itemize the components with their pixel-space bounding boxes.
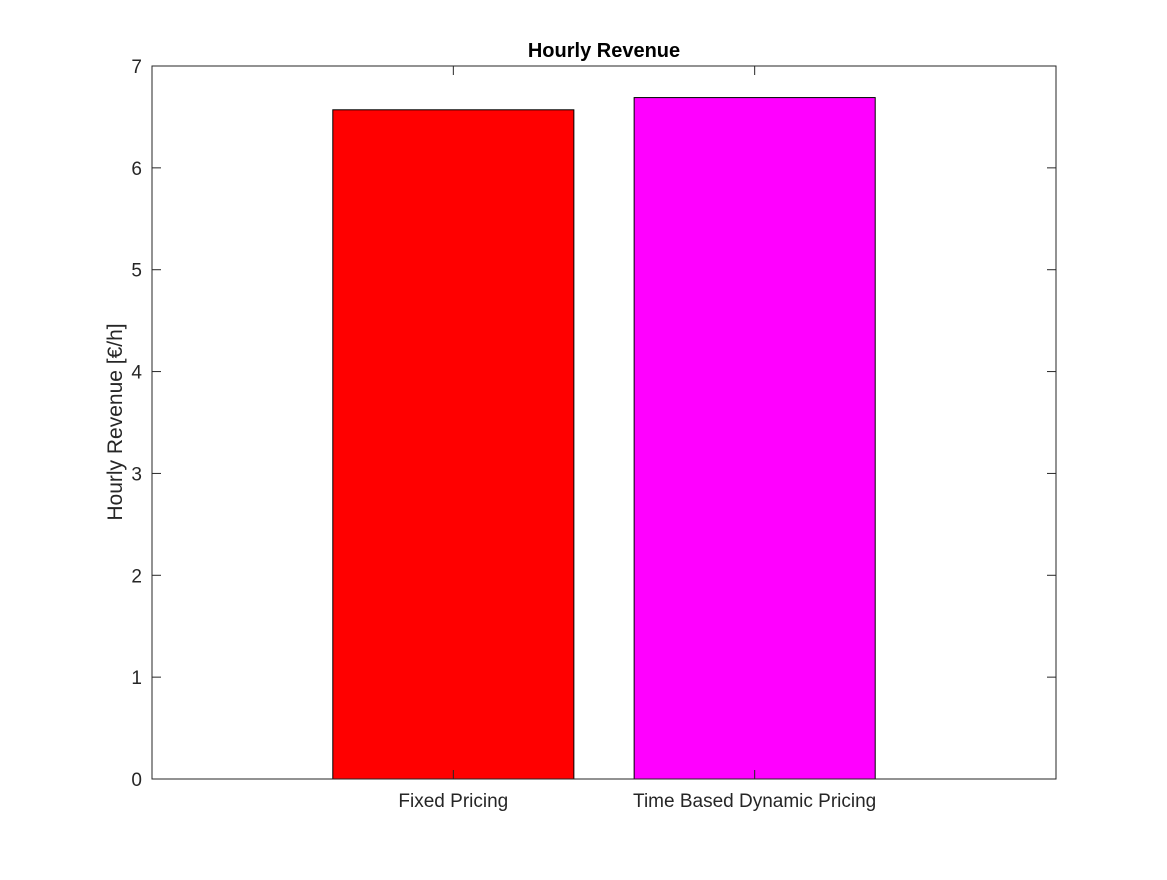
bars-group <box>332 97 876 780</box>
y-tick-label-5: 5 <box>131 261 142 282</box>
y-tick-label-1: 1 <box>131 668 142 689</box>
axes-box <box>151 65 1057 780</box>
y-axis-label: Hourly Revenue [€/h] <box>104 323 127 520</box>
y-tick-label-3: 3 <box>131 464 142 485</box>
ticks-group <box>152 65 1056 780</box>
y-tick-label-2: 2 <box>131 566 142 587</box>
y-tick-label-6: 6 <box>131 159 142 180</box>
x-tick-label-0: Fixed Pricing <box>398 791 508 812</box>
y-tick-label-4: 4 <box>131 363 142 384</box>
y-tick-label-0: 0 <box>131 770 142 791</box>
x-tick-label-1: Time Based Dynamic Pricing <box>633 791 876 812</box>
bar-2 <box>633 97 876 780</box>
chart-title: Hourly Revenue <box>528 40 680 62</box>
y-tick-label-7: 7 <box>131 57 142 78</box>
bar-1 <box>332 109 575 780</box>
tick-labels-group: 0 1 2 3 4 5 6 7 Fixed Pricing Time Based Dynamic … <box>131 57 876 812</box>
